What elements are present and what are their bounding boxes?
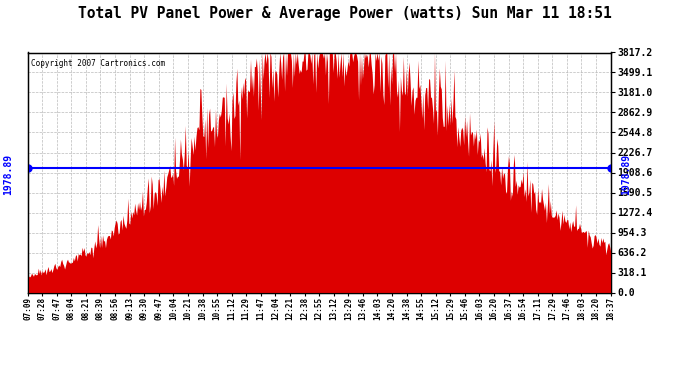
Text: Copyright 2007 Cartronics.com: Copyright 2007 Cartronics.com [30, 58, 165, 68]
Text: 1978.89: 1978.89 [622, 154, 631, 195]
Text: Total PV Panel Power & Average Power (watts) Sun Mar 11 18:51: Total PV Panel Power & Average Power (wa… [78, 6, 612, 21]
Text: 1978.89: 1978.89 [3, 154, 13, 195]
